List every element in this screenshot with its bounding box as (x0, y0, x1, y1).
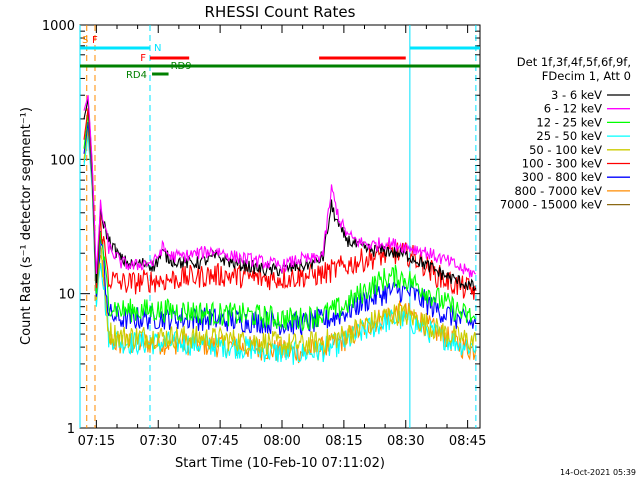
x-tick-label: 07:15 (78, 434, 115, 449)
x-tick-label: 08:00 (263, 434, 300, 449)
legend-label: 7000 - 15000 keV (500, 198, 602, 212)
y-tick-label: 1 (67, 422, 75, 437)
legend: Det 1f,3f,4f,5f,6f,9f, FDecim 1, Att 0 3… (500, 55, 631, 212)
x-tick-label: 07:30 (140, 434, 177, 449)
series-line-300-800-kev (83, 121, 477, 336)
chart-title: RHESSI Count Rates (205, 3, 356, 21)
legend-label: 25 - 50 keV (536, 129, 602, 143)
legend-label: 12 - 25 keV (536, 115, 602, 129)
series-line-50-100-kev (83, 128, 477, 356)
marker-s: S (82, 35, 88, 46)
flag-label-f: F (140, 53, 146, 64)
x-axis: 07:15 07:30 07:45 08:00 08:15 08:30 08:45 (78, 25, 486, 449)
legend-header-line-2: FDecim 1, Att 0 (542, 69, 631, 83)
series-line-12-25-kev (83, 113, 477, 331)
y-tick-label: 1000 (42, 19, 75, 34)
x-tick-label: 08:30 (387, 434, 424, 449)
legend-label: 300 - 800 keV (522, 170, 602, 184)
series-line-6-12-kev (83, 95, 477, 278)
y-tick-label: 100 (50, 153, 75, 168)
flag-label-rd9: RD9 (171, 61, 192, 72)
legend-label: 6 - 12 keV (544, 102, 602, 116)
x-tick-label: 08:15 (325, 434, 362, 449)
plot-area (79, 24, 481, 429)
plot-frame (79, 24, 481, 429)
y-tick-label: 10 (58, 288, 75, 303)
series-layer (83, 95, 477, 365)
legend-label: 100 - 300 keV (522, 157, 602, 171)
x-tick-label: 08:45 (449, 434, 486, 449)
series-line-100-300-kev (83, 108, 477, 300)
x-tick-label: 07:45 (201, 434, 238, 449)
series-line-25-50-kev (83, 135, 477, 365)
flag-label-rd4: RD4 (126, 70, 147, 81)
marker-f: F (92, 35, 98, 46)
x-axis-label: Start Time (10-Feb-10 07:11:02) (175, 456, 385, 471)
y-axis: 1 10 100 1000 (42, 19, 480, 437)
series-line-3-6-kev (83, 99, 477, 292)
legend-label: 3 - 6 keV (551, 88, 602, 102)
y-axis-label: Count Rate (s⁻¹ detector segment⁻¹) (19, 107, 34, 345)
footer-timestamp: 14-Oct-2021 05:39 (560, 468, 636, 477)
flag-label-n: N (154, 43, 161, 54)
legend-header-line-1: Det 1f,3f,4f,5f,6f,9f, (517, 55, 631, 69)
legend-label: 800 - 7000 keV (514, 184, 602, 198)
legend-label: 50 - 100 keV (529, 143, 602, 157)
